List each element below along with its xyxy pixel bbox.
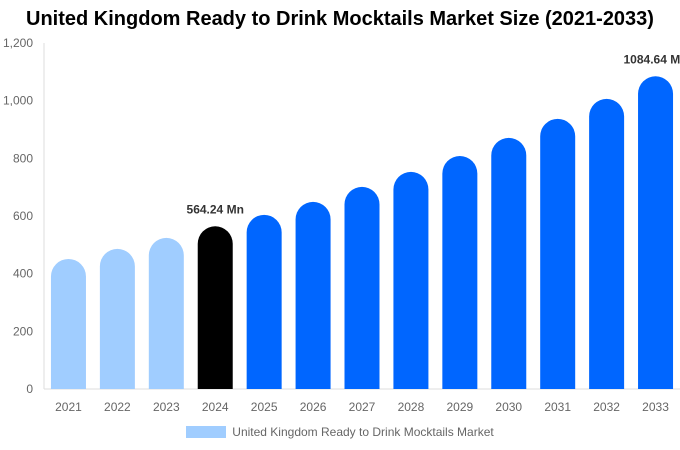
y-tick-label: 400 [13,267,33,281]
x-tick-label: 2025 [251,400,278,414]
bar-2022 [99,248,135,389]
data-label-2024: 564.24 Mn [187,202,244,216]
x-tick-label: 2026 [300,400,327,414]
x-tick-label: 2028 [398,400,425,414]
y-tick-label: 800 [13,151,33,165]
x-tick-label: 2023 [153,400,180,414]
y-tick-label: 1,000 [3,94,33,108]
bar-2032 [589,98,625,389]
y-tick-label: 200 [13,324,33,338]
chart-title: United Kingdom Ready to Drink Mocktails … [26,8,654,30]
x-tick-label: 2031 [544,400,571,414]
bar-2033 [638,76,674,389]
x-tick-label: 2021 [55,400,82,414]
y-tick-label: 0 [26,382,33,396]
x-tick-label: 2027 [349,400,376,414]
bar-2027 [344,186,380,389]
bar-2026 [295,201,331,389]
bar-2024 [197,226,233,389]
y-tick-label: 600 [13,209,33,223]
data-label-2033: 1084.64 Mn [624,52,680,66]
legend-label: United Kingdom Ready to Drink Mocktails … [232,425,494,439]
x-tick-label: 2032 [593,400,620,414]
x-tick-label: 2033 [642,400,669,414]
x-tick-label: 2022 [104,400,131,414]
bar-2021 [50,258,86,389]
bar-2023 [148,237,184,389]
bar-2031 [540,118,576,389]
y-tick-label: 1,200 [3,36,33,50]
x-tick-label: 2024 [202,400,229,414]
bar-2025 [246,214,282,389]
x-tick-label: 2029 [446,400,473,414]
bar-2029 [442,156,478,389]
bar-2030 [491,137,527,389]
bar-2028 [393,171,429,389]
legend-swatch [186,426,227,438]
legend: United Kingdom Ready to Drink Mocktails … [0,425,680,439]
x-tick-label: 2030 [495,400,522,414]
